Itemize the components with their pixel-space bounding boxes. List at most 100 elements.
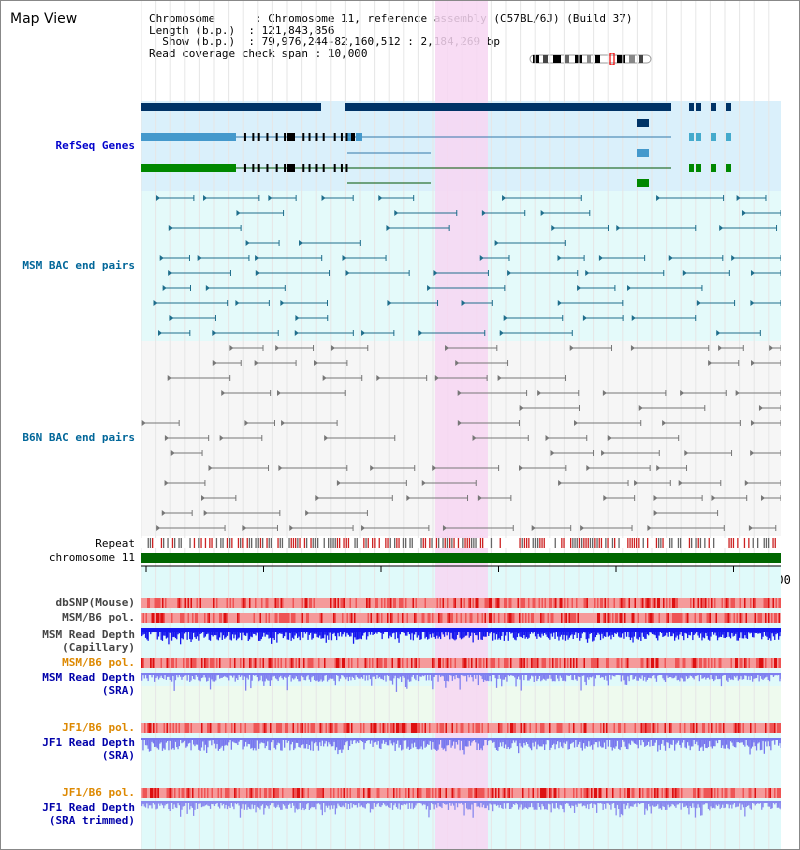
depth-bar bbox=[512, 674, 515, 676]
heat-cell bbox=[166, 613, 169, 623]
gene-exon bbox=[289, 133, 292, 141]
depth-bar bbox=[467, 802, 469, 810]
heat-cell bbox=[619, 788, 622, 798]
heat-cell bbox=[198, 613, 200, 623]
heat-cell bbox=[364, 658, 367, 668]
depth-bar bbox=[148, 739, 151, 752]
depth-bar bbox=[189, 674, 191, 682]
heat-cell bbox=[244, 788, 247, 798]
depth-bar bbox=[603, 802, 606, 804]
heat-cell bbox=[472, 788, 475, 798]
heat-cell bbox=[516, 788, 518, 798]
depth-bar bbox=[551, 631, 554, 637]
depth-bar bbox=[728, 631, 730, 637]
heat-cell bbox=[688, 788, 691, 798]
depth-bar bbox=[258, 631, 260, 641]
bac-end-marker bbox=[432, 465, 437, 471]
depth-bar bbox=[563, 631, 565, 635]
heat-cell bbox=[652, 658, 655, 668]
depth-bar bbox=[273, 739, 275, 748]
depth-bar bbox=[437, 739, 439, 750]
repeat-mark bbox=[607, 538, 609, 548]
heat-cell bbox=[477, 598, 479, 608]
heat-cell bbox=[303, 788, 305, 798]
heat-cell bbox=[322, 598, 325, 608]
depth-bar bbox=[239, 674, 242, 677]
heat-cell bbox=[226, 613, 229, 623]
heat-cell bbox=[447, 788, 449, 798]
heat-cell bbox=[390, 723, 392, 733]
repeat-mark bbox=[385, 538, 387, 548]
depth-bar bbox=[445, 739, 447, 752]
bac-end-marker bbox=[321, 195, 326, 201]
heat-cell bbox=[243, 788, 245, 798]
heat-cell bbox=[444, 788, 446, 798]
depth-bar bbox=[198, 739, 200, 750]
heat-cell bbox=[672, 613, 674, 623]
heat-cell bbox=[468, 613, 470, 623]
depth-bar bbox=[649, 674, 651, 678]
depth-bar bbox=[416, 674, 418, 675]
heat-cell bbox=[516, 598, 518, 608]
depth-bar bbox=[516, 739, 518, 747]
depth-bar bbox=[271, 739, 273, 743]
depth-bar bbox=[393, 631, 395, 633]
heat-cell bbox=[432, 598, 434, 608]
depth-bar bbox=[484, 631, 486, 637]
depth-bar bbox=[220, 631, 222, 633]
heat-cell bbox=[603, 723, 605, 733]
depth-bar bbox=[323, 802, 325, 804]
heat-cell bbox=[319, 788, 322, 798]
heat-cell bbox=[753, 788, 755, 798]
heat-cell bbox=[306, 598, 308, 608]
heat-cell bbox=[159, 788, 161, 798]
depth-bar bbox=[729, 739, 732, 742]
gene-block bbox=[141, 103, 321, 111]
heat-cell bbox=[444, 598, 446, 608]
depth-bar bbox=[572, 631, 574, 640]
depth-bar bbox=[403, 739, 405, 741]
heat-cell bbox=[205, 613, 208, 623]
depth-bar bbox=[555, 739, 557, 745]
heat-cell bbox=[187, 788, 190, 798]
depth-bar bbox=[460, 631, 463, 640]
heat-cell bbox=[670, 658, 673, 668]
depth-bar bbox=[167, 739, 169, 741]
heat-cell bbox=[694, 658, 697, 668]
depth-bar bbox=[645, 631, 647, 639]
heat-cell bbox=[537, 613, 539, 623]
bac-end-marker bbox=[531, 525, 536, 531]
heat-cell bbox=[427, 723, 430, 733]
heat-cell bbox=[180, 598, 182, 608]
bac-end-marker bbox=[603, 495, 608, 501]
depth-bar bbox=[603, 631, 606, 637]
heat-cell bbox=[697, 613, 700, 623]
depth-bar bbox=[606, 674, 608, 681]
heat-cell bbox=[570, 598, 572, 608]
heat-cell bbox=[600, 788, 602, 798]
heat-cell bbox=[669, 598, 671, 608]
heat-cell bbox=[217, 598, 220, 608]
heat-cell bbox=[724, 788, 727, 798]
depth-bar bbox=[406, 739, 408, 749]
depth-bar bbox=[451, 674, 453, 681]
heat-cell bbox=[523, 658, 526, 668]
heat-cell bbox=[289, 723, 292, 733]
chromosome-ideogram[interactable] bbox=[529, 53, 653, 65]
depth-bar bbox=[602, 739, 604, 748]
depth-bar bbox=[202, 802, 204, 807]
heat-cell bbox=[196, 613, 199, 623]
heat-cell bbox=[633, 788, 635, 798]
depth-bar bbox=[242, 631, 244, 633]
heat-cell bbox=[682, 788, 685, 798]
heat-cell bbox=[543, 788, 545, 798]
heat-cell bbox=[702, 598, 704, 608]
depth-bar bbox=[485, 802, 487, 809]
heat-cell bbox=[483, 598, 485, 608]
depth-bar bbox=[690, 674, 693, 677]
depth-bar bbox=[351, 631, 353, 633]
depth-bar bbox=[495, 802, 498, 806]
genome-tracks-canvas[interactable] bbox=[141, 1, 781, 849]
heat-cell bbox=[639, 658, 641, 668]
depth-bar bbox=[497, 739, 499, 751]
